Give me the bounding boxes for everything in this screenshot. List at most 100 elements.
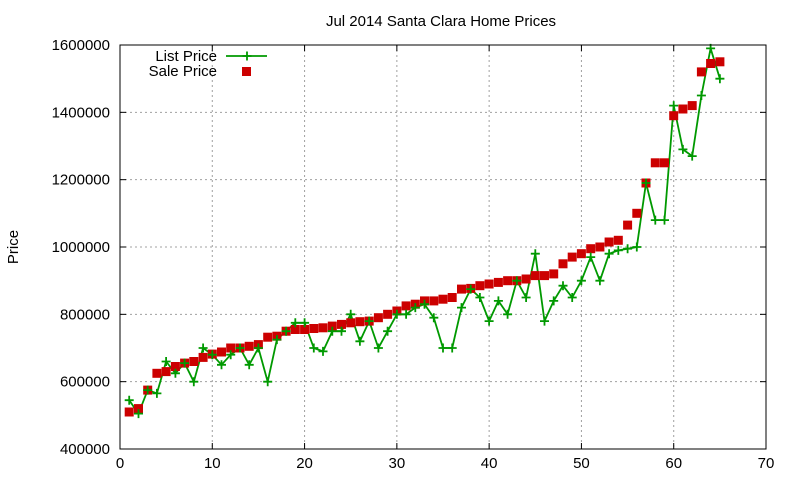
list-price-point (189, 377, 199, 387)
list-price-point (272, 335, 282, 345)
list-price-point (595, 276, 605, 286)
list-price-point (623, 244, 633, 254)
sale-price-point (290, 325, 300, 334)
x-tick-label: 20 (296, 455, 313, 472)
sale-price-point (715, 57, 725, 67)
sale-price-point (217, 347, 226, 357)
x-tick-label: 10 (204, 455, 221, 472)
x-tick-label: 60 (665, 455, 682, 472)
sale-price-point (447, 293, 457, 302)
legend: List Price Sale Price (149, 48, 267, 80)
list-price-point (134, 409, 143, 419)
sale-price-point (226, 343, 236, 353)
list-price-point (170, 368, 180, 378)
list-price-point (226, 350, 236, 360)
list-price-point (318, 346, 328, 356)
list-price-point (540, 316, 549, 326)
sale-price-point (189, 357, 199, 366)
sale-price-point (152, 368, 162, 378)
sale-price-point (373, 313, 383, 323)
sale-price-point (540, 271, 549, 281)
sale-price-point (355, 317, 365, 327)
list-price-point (687, 151, 697, 161)
list-price-point (401, 309, 411, 319)
legend-marker-list-price (242, 51, 252, 61)
list-price-point (161, 357, 171, 366)
list-price-line (128, 47, 721, 415)
sale-price-point (475, 281, 485, 291)
sale-price-point (567, 252, 577, 262)
y-tick-label: 400000 (60, 441, 110, 458)
list-price-point (660, 215, 669, 225)
list-price-point (124, 395, 134, 405)
sale-price-point (134, 404, 143, 414)
legend-marker-sale-price (242, 67, 251, 76)
y-tick-label: 600000 (60, 374, 110, 391)
sale-price-point (244, 341, 254, 351)
list-price-point (438, 343, 448, 353)
list-price-point (604, 249, 614, 259)
legend-label-list-price: List Price (155, 48, 217, 65)
sale-price-point (576, 249, 586, 259)
list-price-point (641, 178, 651, 188)
list-price-point (235, 343, 245, 353)
list-price-point (669, 101, 679, 111)
list-price-point (521, 293, 531, 302)
list-price-point (392, 309, 402, 319)
list-price-point (143, 385, 153, 395)
list-price-point (632, 242, 642, 252)
list-price-point (475, 293, 485, 302)
list-price-point (447, 343, 457, 353)
sale-price-point (170, 362, 180, 371)
list-price-point (327, 326, 337, 336)
list-price-point (696, 91, 706, 100)
sale-price-point (586, 244, 596, 254)
y-tick-label: 1600000 (52, 37, 110, 54)
sale-price-point (429, 296, 439, 306)
list-price-point (337, 326, 346, 336)
sale-price-point (318, 323, 328, 333)
list-price-point (281, 326, 291, 336)
sale-price-point (309, 324, 319, 333)
x-tick-label: 0 (116, 455, 124, 472)
list-price-point (346, 309, 356, 319)
sale-price-point (660, 158, 669, 168)
list-price-point (484, 316, 494, 326)
list-price-point (429, 313, 439, 323)
sale-price-point (558, 259, 568, 269)
sale-price-point (337, 319, 346, 329)
list-price-point (410, 303, 420, 313)
list-price-point (650, 215, 660, 225)
sale-price-point (595, 242, 605, 252)
sale-price-point (493, 277, 503, 287)
sale-price-point (438, 294, 448, 304)
list-price-point (613, 245, 623, 255)
sale-price-point (549, 269, 559, 279)
list-price-point (152, 388, 162, 398)
sale-price-point (678, 104, 688, 114)
list-price-point (217, 360, 226, 370)
sale-price-point (530, 271, 540, 281)
sale-price-point (632, 208, 642, 218)
chart-title: Jul 2014 Santa Clara Home Prices (326, 13, 556, 30)
x-tick-label: 70 (758, 455, 775, 472)
x-tick-label: 50 (573, 455, 590, 472)
sale-price-point (623, 220, 633, 230)
list-price-point (420, 299, 429, 309)
plot-frame (119, 44, 767, 450)
sale-price-point (346, 318, 356, 328)
sale-price-point (457, 284, 466, 294)
sale-price-point (669, 111, 679, 121)
list-price-point (180, 358, 190, 368)
sale-price-point (124, 407, 134, 417)
list-price-point (567, 293, 577, 302)
list-price-point (549, 296, 559, 306)
legend-label-sale-price: Sale Price (149, 63, 217, 80)
list-price-point (512, 276, 522, 286)
sale-price-point (327, 321, 337, 331)
list-price-point (198, 343, 208, 353)
sale-price-point (161, 367, 171, 377)
sale-price-point (300, 325, 310, 334)
list-price-point (457, 303, 466, 313)
